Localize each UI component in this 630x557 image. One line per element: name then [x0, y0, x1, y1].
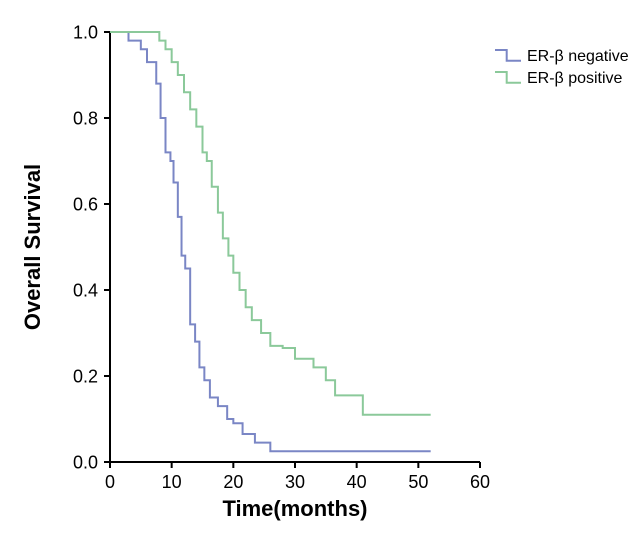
- y-tick-label: 0.0: [73, 452, 98, 472]
- y-tick-label: 0.2: [73, 366, 98, 386]
- x-axis-label: Time(months): [222, 496, 367, 521]
- x-tick-label: 50: [408, 472, 428, 492]
- survival-chart: 0 10 20 30 40 50 60 0.0 0.2 0.4 0.6 0.8 1.0 Time(mont…: [0, 0, 630, 557]
- legend-label: ER-β positive: [527, 70, 623, 87]
- y-tick-label: 0.8: [73, 108, 98, 128]
- y-axis-label: Overall Survival: [20, 164, 45, 330]
- x-tick-label: 40: [347, 472, 367, 492]
- x-tick-label: 60: [470, 472, 490, 492]
- legend-label: ER-β negative: [527, 48, 629, 65]
- x-tick-label: 0: [105, 472, 115, 492]
- y-tick-label: 0.4: [73, 280, 98, 300]
- x-tick-label: 30: [285, 472, 305, 492]
- chart-svg: 0 10 20 30 40 50 60 0.0 0.2 0.4 0.6 0.8 1.0 Time(mont…: [0, 0, 630, 557]
- y-tick-label: 0.6: [73, 194, 98, 214]
- y-tick-label: 1.0: [73, 22, 98, 42]
- x-tick-label: 10: [162, 472, 182, 492]
- legend-bg-fix: [493, 46, 523, 94]
- x-tick-label: 20: [223, 472, 243, 492]
